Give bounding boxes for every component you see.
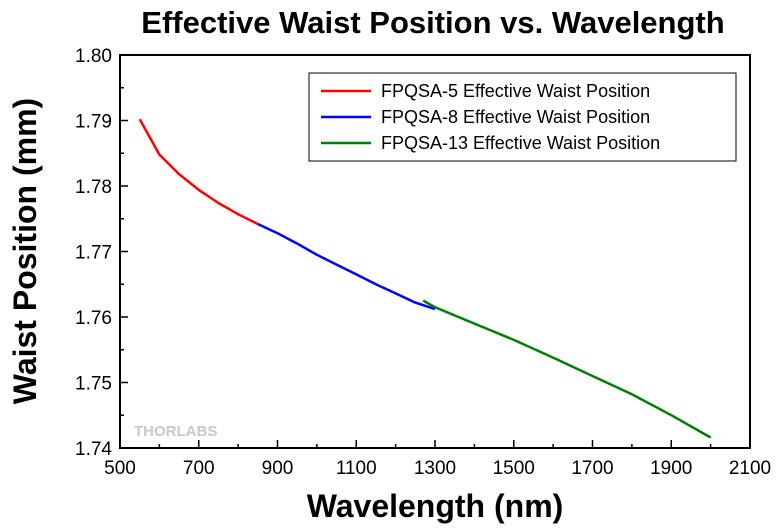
x-axis: 500 700 900 1100 1300 1500 1700 1900 2100 [104, 440, 771, 479]
x-tick-label: 2100 [729, 458, 771, 479]
legend-box [308, 72, 737, 162]
y-tick-label: 1.78 [75, 177, 112, 198]
x-tick-label: 700 [183, 458, 215, 479]
series-line [422, 299, 712, 439]
x-tick-label: 1100 [336, 458, 377, 479]
y-tick-label: 1.76 [75, 308, 112, 329]
chart-title: Effective Waist Position vs. Wavelength [141, 5, 724, 40]
thorlabs-watermark: THORLABS [134, 423, 217, 440]
y-axis-label: Waist Position (mm) [7, 98, 43, 404]
x-tick-label: 1700 [571, 458, 613, 479]
x-tick-label: 1900 [650, 458, 692, 479]
series-line [138, 118, 259, 226]
y-axis: 1.74 1.75 1.76 1.77 1.78 1.79 1.80 [75, 46, 128, 460]
y-tick-label: 1.80 [75, 46, 112, 67]
y-tick-label: 1.79 [75, 112, 112, 133]
legend-label: FPQSA-8 Effective Waist Position [381, 107, 650, 127]
y-tick-label: 1.77 [75, 243, 112, 264]
legend: FPQSA-5 Effective Waist Position FPQSA-8 … [308, 72, 737, 162]
plot-lines [138, 118, 712, 439]
x-tick-label: 900 [262, 458, 294, 479]
x-tick-label: 500 [104, 458, 136, 479]
x-axis-label: Wavelength (nm) [307, 488, 564, 524]
legend-label: FPQSA-13 Effective Waist Position [381, 133, 660, 153]
y-tick-label: 1.75 [75, 374, 112, 395]
x-tick-label: 1500 [493, 458, 535, 479]
y-tick-label: 1.74 [75, 439, 112, 460]
x-tick-label: 1300 [414, 458, 456, 479]
series-line [257, 222, 436, 311]
legend-label: FPQSA-5 Effective Waist Position [381, 81, 650, 101]
